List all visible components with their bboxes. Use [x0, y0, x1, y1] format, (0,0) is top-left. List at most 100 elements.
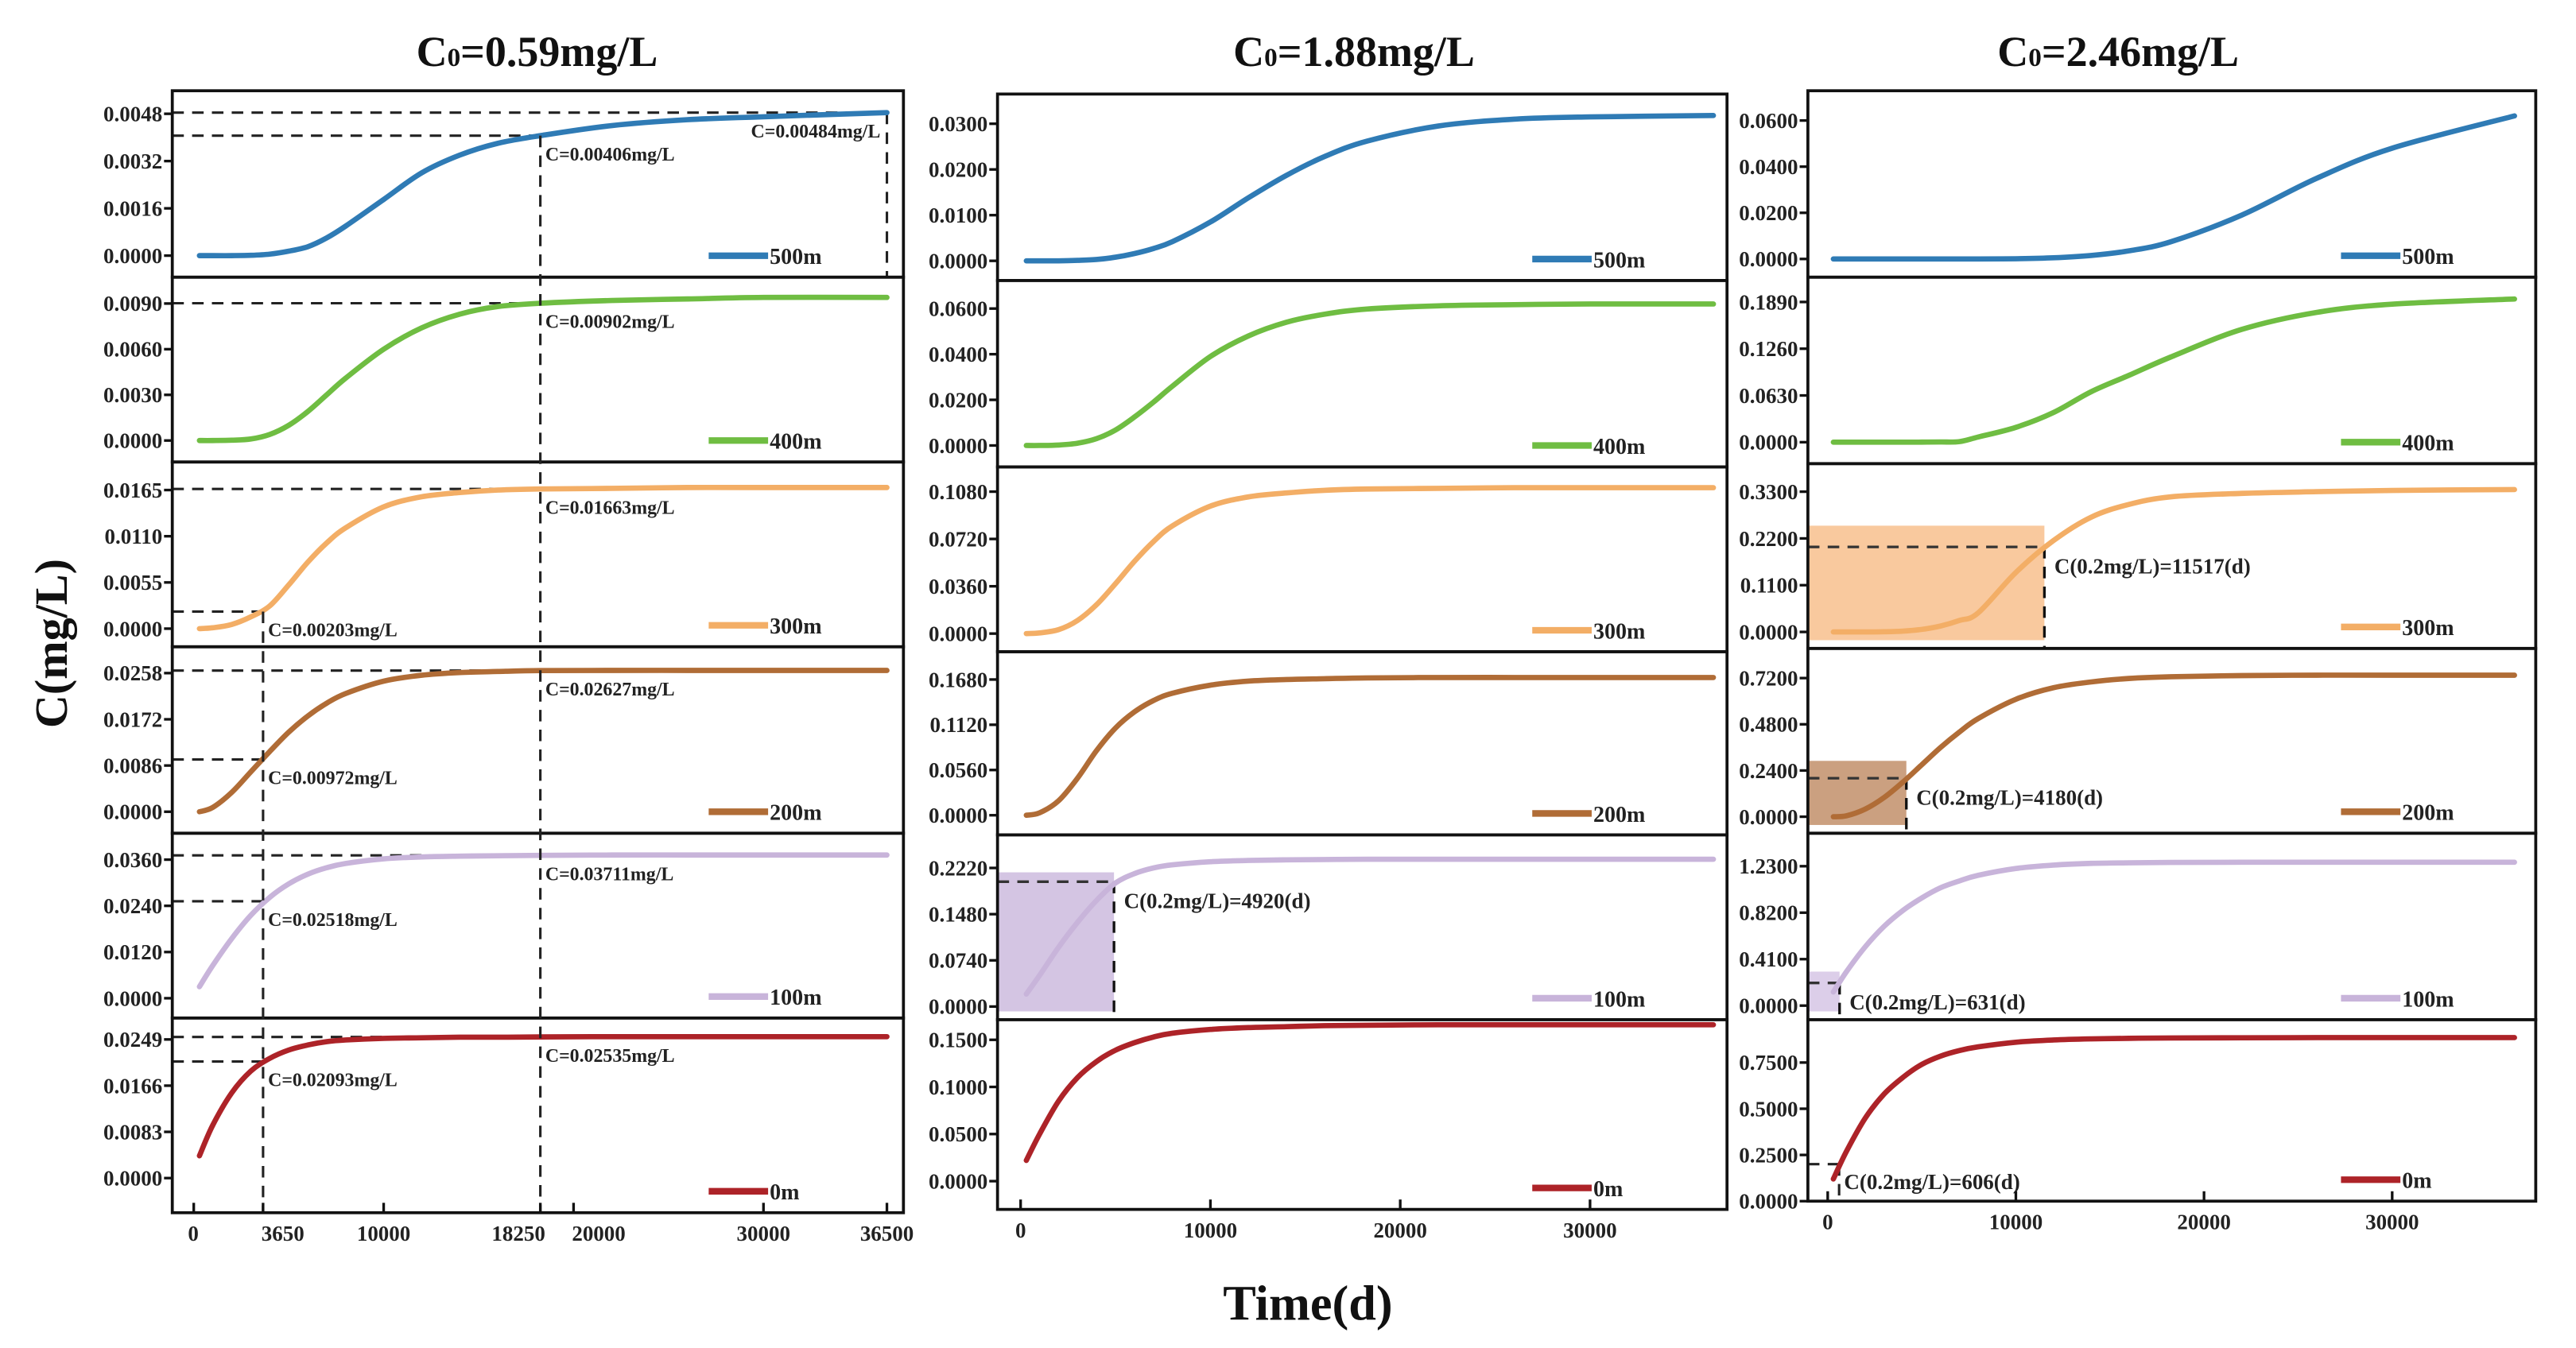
y-tick-label: 0.0240 — [103, 894, 162, 918]
legend-label: 0m — [2402, 1169, 2431, 1194]
legend-500m: 500m — [1532, 248, 1645, 273]
y-tick-label: 0.0100 — [929, 203, 987, 227]
legend-label: 0m — [770, 1180, 799, 1205]
legend-label: 500m — [770, 245, 821, 269]
legend-label: 100m — [2402, 987, 2454, 1012]
series-line-100m — [196, 852, 890, 990]
y-tick-label: 0.0000 — [103, 429, 162, 453]
annotation-label: C(0.2mg/L)=4180(d) — [1916, 785, 2103, 809]
legend-200m: 200m — [1532, 803, 1645, 827]
title-text: C — [417, 28, 448, 76]
annotation-label: C=0.00406mg/L — [545, 145, 675, 165]
panel-frame — [170, 1016, 906, 1214]
x-tick-label: 20000 — [1373, 1218, 1426, 1242]
y-tick-label: 0.0090 — [103, 292, 162, 316]
x-tick-label: 20000 — [2177, 1210, 2230, 1234]
legend-label: 100m — [770, 986, 821, 1010]
y-tick-label: 0.1480 — [929, 902, 987, 926]
y-tick-label: 0.0000 — [1739, 620, 1798, 644]
legend-300m: 300m — [2341, 616, 2454, 641]
series-line-400m — [1023, 301, 1717, 448]
y-tick-label: 0.7500 — [1739, 1051, 1798, 1075]
legend-label: 300m — [770, 614, 821, 639]
series-line-0m — [1830, 1035, 2517, 1182]
series-line-400m — [196, 294, 890, 444]
y-tick-label: 0.1120 — [930, 713, 988, 737]
y-tick-label: 0.0630 — [1739, 384, 1798, 408]
y-tick-label: 0.0000 — [103, 244, 162, 268]
series-line-200m — [1830, 672, 2517, 819]
legend-label: 300m — [2402, 616, 2454, 641]
series-line-100m — [1023, 856, 1717, 997]
y-tick-label: 0.0110 — [105, 525, 163, 548]
panel-0m: C(0.2mg/L)=606(d) 0.0000 0.2500 0.5000 0.750… — [1739, 1018, 2538, 1214]
legend-500m: 500m — [2341, 245, 2454, 269]
y-tick-label: 0.4800 — [1739, 713, 1798, 737]
panel-100m: C(0.2mg/L)=631(d) 0.0000 0.4100 0.8200 1.230… — [1739, 831, 2538, 1021]
y-tick-label: 0.0000 — [103, 986, 162, 1010]
annotation-label: C=0.00902mg/L — [545, 312, 675, 333]
title-text: =0.59mg/L — [460, 28, 658, 76]
y-tick-label: 0.0360 — [103, 848, 162, 872]
title-text: =1.88mg/L — [1278, 28, 1475, 76]
y-tick-label: 0.2220 — [929, 856, 987, 880]
y-tick-label: 0.0000 — [103, 617, 162, 641]
panel-300m: 0.0000 0.0360 0.0720 0.1080 300m — [929, 465, 1729, 653]
y-tick-label: 0.0600 — [1739, 109, 1798, 133]
y-axis-title: C(mg/L) — [25, 559, 77, 728]
series-line-100m — [1830, 859, 2517, 995]
y-tick-label: 0.1890 — [1739, 290, 1798, 314]
annotation-label: C=0.02535mg/L — [545, 1046, 675, 1067]
y-tick-label: 0.0000 — [103, 1167, 162, 1191]
y-tick-label: 0.1080 — [929, 480, 987, 504]
panel-300m: C(0.2mg/L)=11517(d) 0.0000 0.1100 0.2200 0.3… — [1739, 462, 2538, 650]
threshold-shade — [997, 872, 1115, 1012]
legend-label: 500m — [2402, 245, 2454, 269]
legend-100m: 100m — [1532, 987, 1645, 1012]
y-tick-label: 0.0165 — [103, 478, 162, 502]
x-tick-label: 3650 — [262, 1222, 305, 1245]
x-tick-label: 0 — [188, 1222, 198, 1245]
panel-500m: C=0.00406mg/L C=0.00484mg/L 0.0000 0.0016 0.… — [103, 89, 906, 279]
y-tick-label: 0.0166 — [103, 1074, 162, 1098]
annotation-label: C=0.02627mg/L — [545, 680, 675, 700]
legend-300m: 300m — [1532, 619, 1645, 644]
legend-label: 400m — [770, 430, 821, 455]
y-tick-label: 0.0086 — [103, 753, 162, 777]
y-tick-label: 0.0060 — [103, 338, 162, 362]
y-tick-label: 0.0032 — [103, 149, 162, 173]
annotation-label: C=0.00972mg/L — [268, 769, 398, 789]
panel-400m: 0.0000 0.0200 0.0400 0.0600 400m — [929, 279, 1729, 469]
annotation-label: C=0.02518mg/L — [268, 910, 398, 931]
y-tick-label: 0.0055 — [103, 571, 162, 595]
chart-column-2: 0.0000 0.0100 0.0200 0.0300 500m 0.0000 0.0200… — [929, 92, 1729, 1242]
y-tick-label: 0.0000 — [929, 995, 987, 1019]
panel-500m: 0.0000 0.0100 0.0200 0.0300 500m — [929, 92, 1729, 282]
legend-400m: 400m — [1532, 435, 1645, 459]
y-tick-label: 0.0083 — [103, 1120, 162, 1144]
x-tick-label: 18250 — [491, 1222, 545, 1245]
y-tick-label: 0.0000 — [1739, 1190, 1798, 1214]
panel-200m: C(0.2mg/L)=4180(d) 0.0000 0.2400 0.4800 0.72… — [1739, 646, 2538, 835]
y-tick-label: 0.5000 — [1739, 1097, 1798, 1121]
annotation-label: C(0.2mg/L)=606(d) — [1844, 1170, 2019, 1194]
x-tick-label: 20000 — [572, 1222, 625, 1245]
panel-200m: 0.0000 0.0560 0.1120 0.1680 200m — [929, 650, 1729, 837]
x-tick-label: 0 — [1015, 1218, 1026, 1242]
y-tick-label: 0.0200 — [929, 388, 987, 412]
legend-label: 300m — [1593, 619, 1645, 644]
panel-100m: C(0.2mg/L)=4920(d) 0.0000 0.0740 0.1480 0.22… — [929, 833, 1729, 1021]
legend-0m: 0m — [2341, 1169, 2432, 1194]
y-tick-label: 0.3300 — [1739, 480, 1798, 504]
legend-400m: 400m — [708, 430, 822, 455]
legend-label: 200m — [1593, 803, 1645, 827]
title-text: =2.46mg/L — [2042, 28, 2239, 76]
panel-400m: 0.0000 0.0630 0.1260 0.1890 400m — [1739, 275, 2538, 466]
x-tick-label: 36500 — [860, 1222, 914, 1245]
series-line-0m — [196, 1033, 890, 1159]
legend-200m: 200m — [2341, 801, 2454, 826]
annotation-label: C(0.2mg/L)=4920(d) — [1124, 889, 1311, 913]
annotation-label: C=0.00484mg/L — [751, 122, 881, 142]
title-text: C — [1997, 28, 2028, 76]
